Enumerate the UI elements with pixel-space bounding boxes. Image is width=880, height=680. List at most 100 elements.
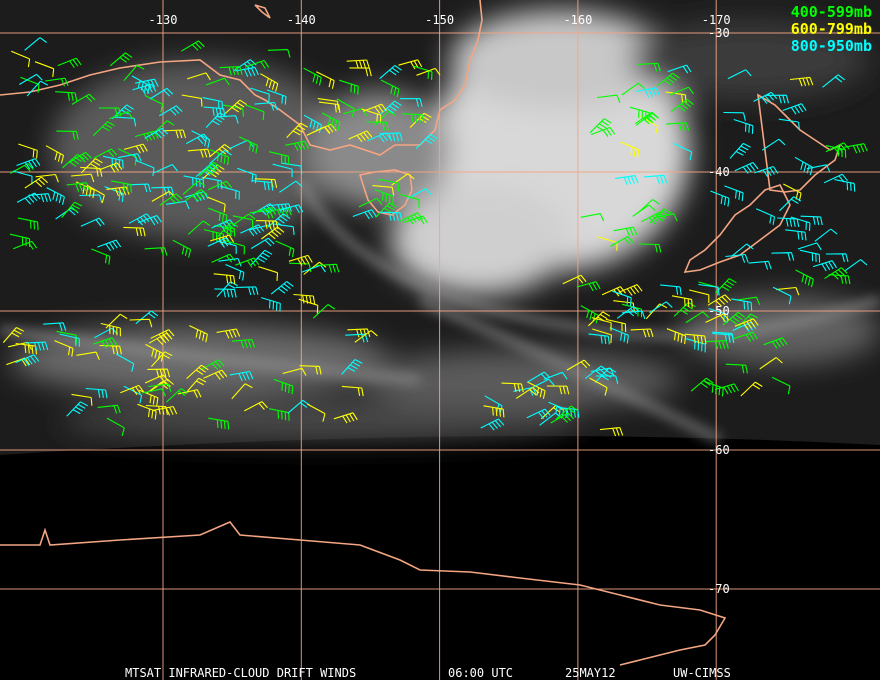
wind-barb bbox=[316, 263, 340, 273]
wind-barb bbox=[616, 305, 640, 319]
wind-barb bbox=[195, 163, 219, 178]
wind-barb bbox=[273, 378, 294, 395]
wind-barb bbox=[400, 98, 423, 107]
wind-barb bbox=[104, 186, 124, 202]
wind-barb bbox=[182, 180, 206, 195]
wind-barb bbox=[93, 148, 118, 159]
wind-barb bbox=[120, 384, 145, 396]
wind-barb bbox=[57, 57, 82, 68]
wind-barb bbox=[145, 404, 168, 415]
wind-barb bbox=[201, 176, 223, 190]
wind-barb bbox=[635, 111, 659, 125]
wind-barb bbox=[621, 303, 643, 318]
wind-barb bbox=[601, 286, 626, 297]
wind-barb bbox=[372, 185, 395, 196]
wind-barb bbox=[591, 317, 612, 331]
wind-barb bbox=[723, 111, 746, 121]
wind-barb bbox=[267, 213, 291, 228]
wind-barb bbox=[729, 142, 751, 159]
wind-barb bbox=[97, 404, 121, 414]
wind-barb bbox=[734, 318, 759, 330]
wind-barb bbox=[131, 75, 151, 94]
wind-barb bbox=[34, 61, 55, 77]
wind-barb bbox=[240, 224, 265, 237]
wind-barb bbox=[354, 330, 378, 343]
wind-barb bbox=[316, 71, 335, 89]
latitude-label: -50 bbox=[708, 304, 730, 318]
wind-barb bbox=[251, 180, 274, 191]
wind-barb bbox=[163, 129, 187, 139]
wind-barb bbox=[480, 418, 505, 431]
wind-barb bbox=[16, 158, 41, 170]
wind-barb bbox=[588, 311, 611, 327]
wind-barb bbox=[250, 237, 275, 249]
wind-barb bbox=[219, 66, 243, 76]
wind-barb bbox=[799, 249, 821, 263]
wind-barb bbox=[10, 163, 34, 174]
wind-barb bbox=[100, 322, 121, 337]
wind-barb bbox=[123, 143, 148, 154]
wind-barb bbox=[206, 196, 226, 213]
wind-barb bbox=[585, 365, 609, 379]
wind-barb bbox=[620, 141, 640, 158]
wind-barb bbox=[219, 185, 240, 200]
wind-barb bbox=[261, 297, 281, 312]
wind-barb bbox=[734, 161, 759, 174]
wind-barb bbox=[670, 98, 694, 112]
wind-barb bbox=[68, 151, 92, 164]
wind-barb bbox=[501, 382, 524, 393]
wind-barb bbox=[689, 289, 710, 303]
wind-barb bbox=[690, 377, 714, 392]
wind-barb bbox=[771, 252, 795, 261]
wind-barb bbox=[379, 65, 402, 80]
wind-barb bbox=[649, 301, 673, 314]
wind-barb bbox=[379, 100, 402, 116]
wind-barb bbox=[216, 328, 241, 339]
wind-barb bbox=[268, 408, 290, 421]
wind-barb bbox=[254, 101, 278, 111]
wind-barb bbox=[159, 193, 183, 206]
wind-barb bbox=[166, 388, 189, 403]
wind-barb bbox=[748, 260, 772, 270]
wind-barb bbox=[638, 243, 662, 253]
wind-barb bbox=[530, 378, 555, 389]
wind-barb bbox=[91, 248, 111, 265]
wind-barb bbox=[149, 87, 174, 100]
wind-barb bbox=[18, 143, 38, 159]
wind-barb bbox=[301, 264, 326, 273]
wind-barb bbox=[181, 40, 205, 52]
wind-barb bbox=[147, 368, 171, 378]
wind-barb bbox=[286, 122, 308, 138]
wind-barb bbox=[245, 59, 270, 69]
wind-barb bbox=[733, 331, 758, 342]
wind-barb bbox=[307, 403, 326, 422]
wind-barb bbox=[224, 99, 248, 115]
longitude-label: -160 bbox=[563, 13, 592, 27]
wind-barb bbox=[844, 259, 868, 272]
wind-barb bbox=[106, 417, 125, 436]
wind-barb bbox=[115, 353, 135, 372]
wind-barb bbox=[299, 365, 322, 375]
wind-barb bbox=[8, 341, 32, 350]
wind-barb bbox=[45, 145, 65, 164]
wind-barb bbox=[186, 364, 209, 380]
wind-barb bbox=[256, 220, 279, 230]
wind-barb bbox=[187, 148, 211, 158]
wind-barb bbox=[795, 269, 814, 288]
wind-barb bbox=[24, 37, 47, 51]
wind-barb bbox=[710, 190, 730, 207]
wind-barb bbox=[824, 267, 848, 280]
wind-barb bbox=[336, 98, 355, 118]
wind-barb bbox=[252, 206, 277, 216]
wind-barb bbox=[705, 313, 730, 323]
wind-barb bbox=[92, 121, 115, 137]
wind-barb bbox=[380, 79, 400, 98]
wind-barb bbox=[348, 130, 373, 143]
wind-barb bbox=[6, 357, 31, 367]
wind-barb bbox=[828, 274, 851, 285]
wind-barb bbox=[203, 369, 228, 380]
wind-barb bbox=[76, 351, 100, 360]
wind-barb bbox=[740, 381, 763, 397]
wind-barb bbox=[233, 59, 257, 72]
